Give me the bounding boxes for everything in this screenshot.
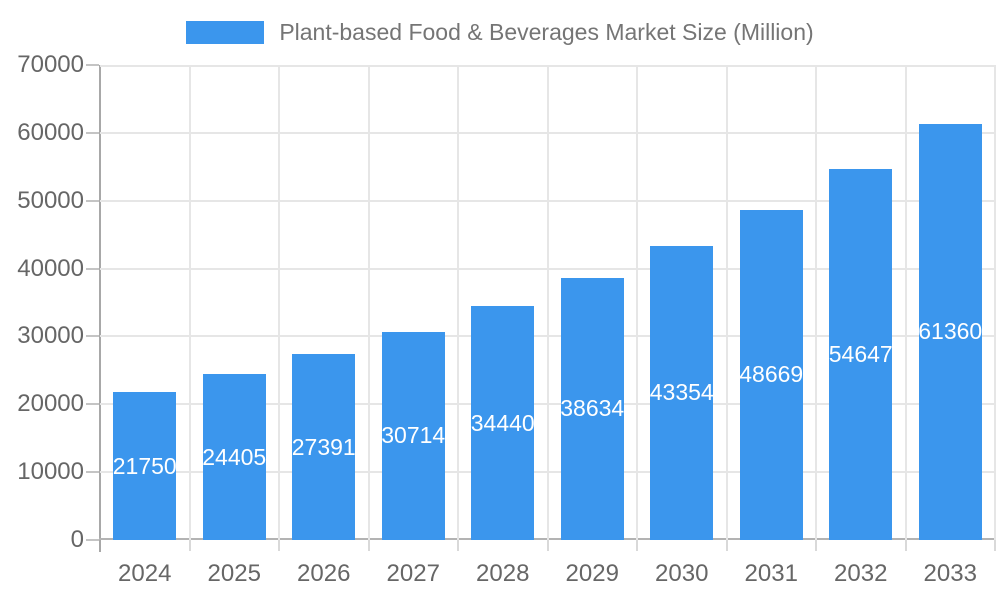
bar-value-label: 34440 <box>470 409 535 436</box>
bar[interactable]: 43354 <box>649 245 714 540</box>
x-axis-tick-label: 2028 <box>476 560 530 587</box>
y-axis-tick-mark <box>86 267 99 270</box>
bar-value-label: 38634 <box>560 395 625 422</box>
y-axis-tick-label: 20000 <box>17 390 84 418</box>
x-axis-tick-mark <box>815 540 817 551</box>
x-axis-tick-label: 2026 <box>297 560 351 587</box>
bar-value-label: 27391 <box>291 433 356 460</box>
gridline-vertical <box>904 65 907 540</box>
y-axis-tick-mark <box>86 199 99 202</box>
x-axis-tick-label: 2030 <box>655 560 709 587</box>
y-axis-tick-label: 50000 <box>17 186 84 214</box>
bar[interactable]: 54647 <box>828 169 893 540</box>
legend-swatch <box>186 21 265 44</box>
y-axis-tick-label: 10000 <box>17 458 84 486</box>
x-axis-tick-mark <box>188 540 191 551</box>
y-axis-tick-mark <box>86 131 99 134</box>
legend-label: Plant-based Food & Beverages Market Size… <box>279 19 814 45</box>
x-axis-tick-mark <box>546 540 549 551</box>
x-axis-tick-label: 2024 <box>118 560 172 587</box>
x-axis-tick-label: 2033 <box>923 560 977 587</box>
bar-value-label: 54647 <box>828 341 893 368</box>
x-axis-tick-mark <box>904 540 907 551</box>
gridline-vertical <box>457 65 459 540</box>
bar[interactable]: 34440 <box>470 306 535 540</box>
x-axis-tick-label: 2031 <box>744 560 798 587</box>
y-axis-tick-mark <box>86 335 99 338</box>
bar[interactable]: 30714 <box>381 331 446 540</box>
y-axis-tick-label: 30000 <box>17 322 84 350</box>
x-axis-tick-mark <box>725 540 728 551</box>
plot-area: 21750 24405 27391 30714 34440 38634 43354 48669… <box>100 65 996 540</box>
x-axis-tick-mark <box>636 540 638 551</box>
gridline-vertical <box>725 65 728 540</box>
y-axis-tick-mark <box>86 539 99 541</box>
bar[interactable]: 21750 <box>112 392 177 540</box>
bar[interactable]: 38634 <box>560 277 625 540</box>
y-axis-tick-mark <box>86 403 99 406</box>
bar[interactable]: 27391 <box>291 354 356 540</box>
bar[interactable]: 48669 <box>739 209 804 540</box>
x-axis-tick-label: 2027 <box>386 560 440 587</box>
gridline-vertical <box>188 65 191 540</box>
y-axis-tick-label: 40000 <box>17 254 84 282</box>
bar-value-label: 30714 <box>381 422 446 449</box>
x-axis-tick-mark <box>367 540 370 551</box>
legend[interactable]: Plant-based Food & Beverages Market Size… <box>0 19 1000 46</box>
gridline-vertical <box>546 65 549 540</box>
x-axis-tick-mark <box>994 540 996 551</box>
gridline-vertical <box>636 65 638 540</box>
y-axis-tick-label: 70000 <box>17 51 84 78</box>
y-axis-line <box>99 65 101 552</box>
gridline-vertical <box>367 65 370 540</box>
bar[interactable]: 24405 <box>202 374 267 540</box>
bar-value-label: 24405 <box>202 443 267 470</box>
x-axis-tick-label: 2025 <box>207 560 261 587</box>
y-axis-tick-label: 60000 <box>17 118 84 146</box>
gridline-vertical <box>994 65 996 540</box>
y-axis-tick-label: 0 <box>70 526 84 553</box>
bar-value-label: 61360 <box>918 318 983 345</box>
bar-value-label: 48669 <box>739 361 804 388</box>
bar-value-label: 21750 <box>112 452 177 479</box>
bar[interactable]: 61360 <box>918 123 983 540</box>
y-axis-tick-mark <box>86 471 99 474</box>
x-axis-tick-label: 2032 <box>834 560 888 587</box>
x-axis-tick-mark <box>457 540 459 551</box>
gridline-vertical <box>815 65 817 540</box>
bar-value-label: 43354 <box>649 379 714 406</box>
gridline-vertical <box>278 65 280 540</box>
x-axis-tick-label: 2029 <box>565 560 619 587</box>
x-axis-tick-mark <box>278 540 280 551</box>
y-axis-tick-mark <box>86 64 99 66</box>
